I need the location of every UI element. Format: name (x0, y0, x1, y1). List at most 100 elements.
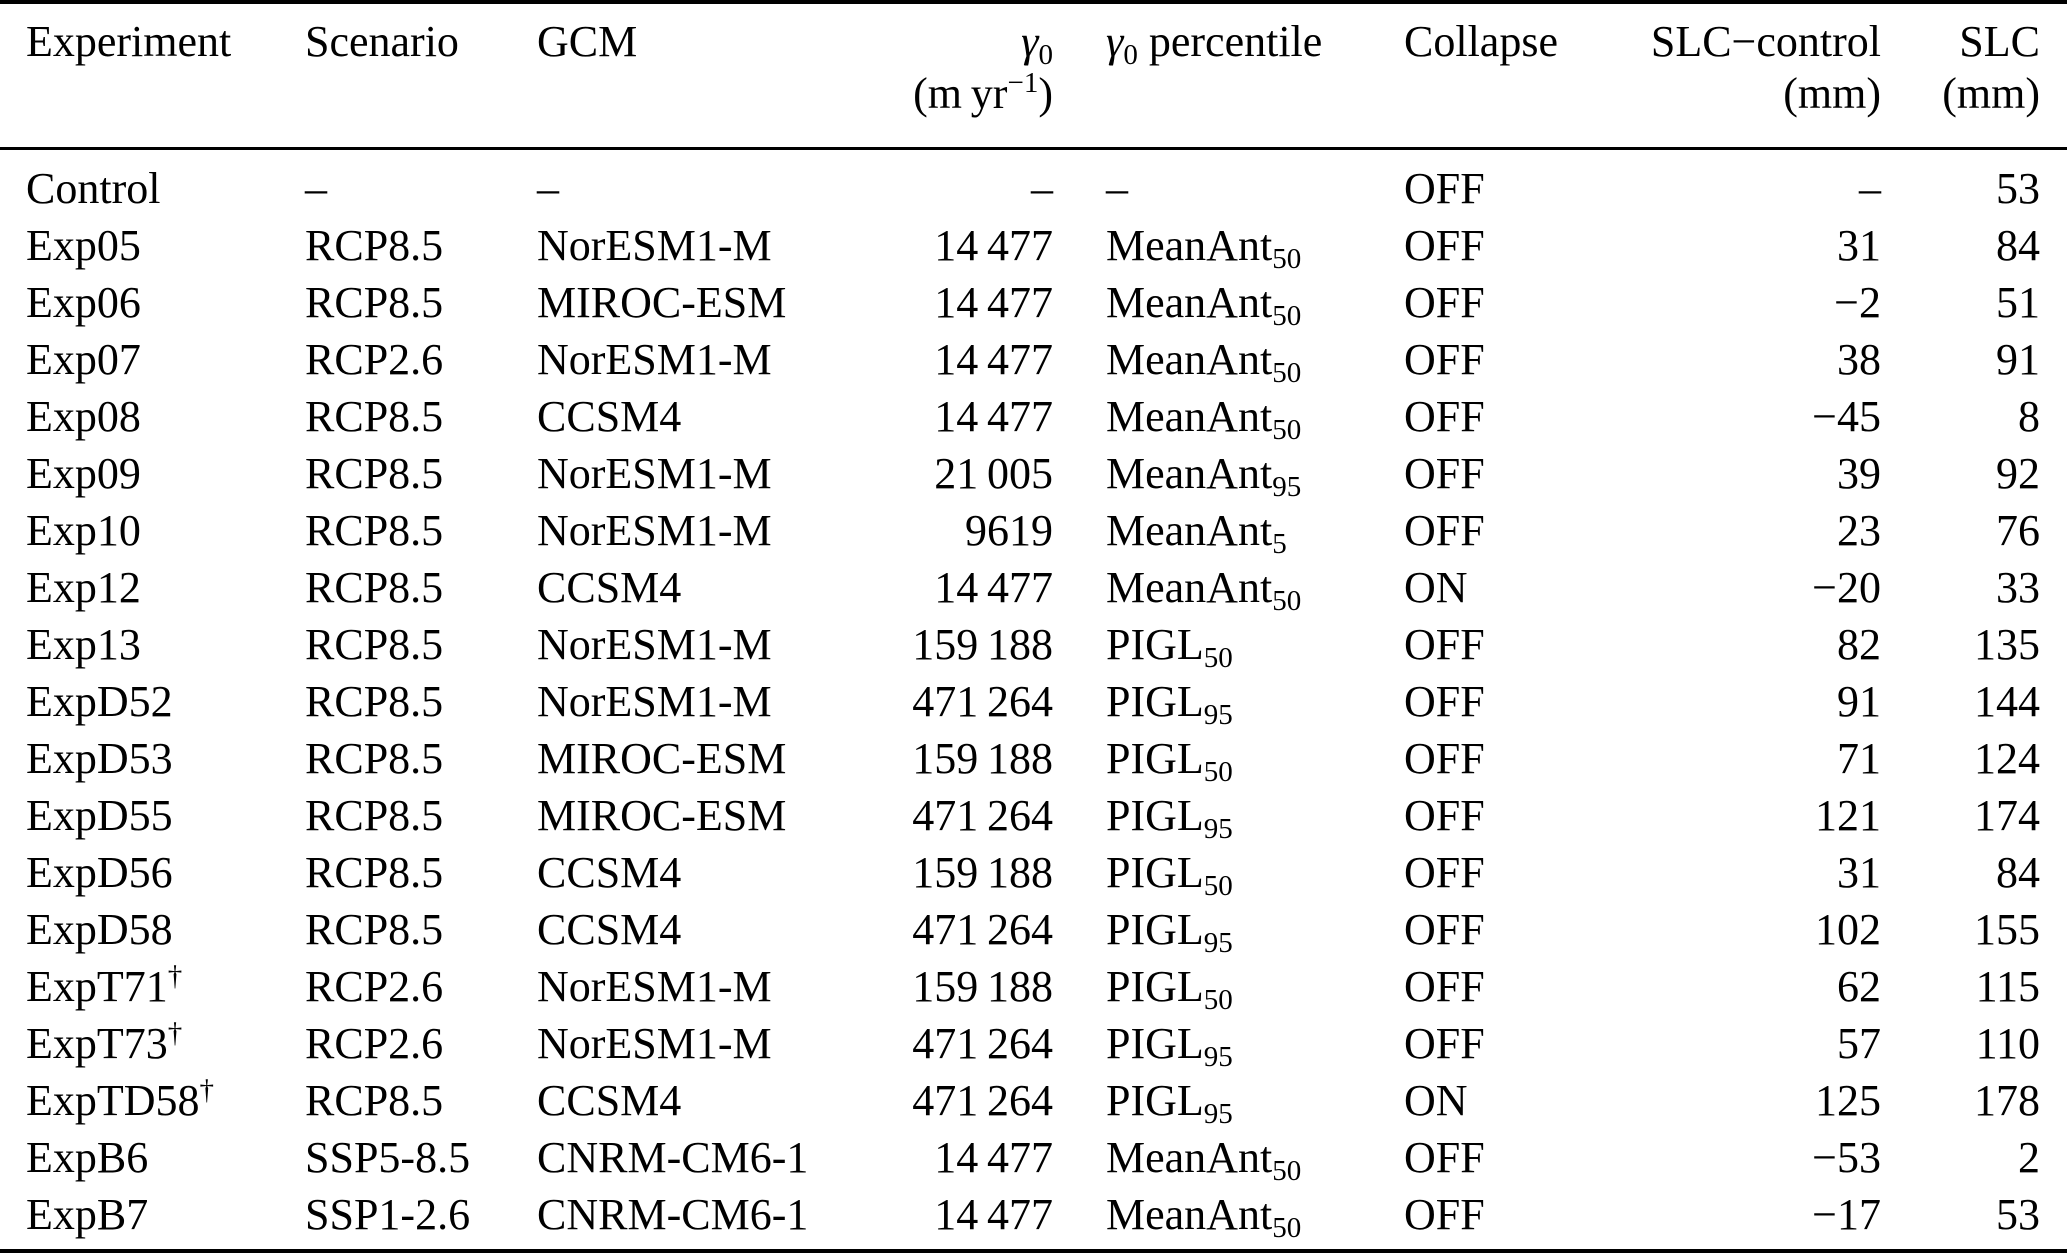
cell-gamma0: 14 477 (934, 335, 1053, 384)
percentile-base: PIGL (1106, 962, 1204, 1011)
cell-experiment: Exp06 (0, 274, 305, 331)
cell-scenario: RCP8.5 (305, 848, 444, 897)
cell-slc: 178 (1974, 1076, 2040, 1125)
cell-gcm: MIROC-ESM (537, 734, 787, 783)
cell-collapse: ON (1404, 563, 1468, 612)
percentile-subscript: 50 (1272, 1212, 1302, 1245)
cell-slc-control: −17 (1812, 1190, 1881, 1239)
slc-label: SLC (1959, 17, 2040, 66)
percentile-base: MeanAnt (1106, 335, 1273, 384)
slc-control-unit: (mm) (1783, 69, 1881, 118)
experiment-name: Exp05 (26, 221, 141, 270)
cell-slc-control: 39 (1837, 449, 1881, 498)
table-row: ExpT73† RCP2.6 NorESM1-M 471 264 PIGL95 … (0, 1015, 2067, 1072)
percentile-subscript: 50 (1272, 300, 1302, 333)
cell-experiment: ExpD56 (0, 844, 305, 901)
percentile-subscript: 95 (1203, 699, 1233, 732)
percentile-subscript: 50 (1203, 642, 1233, 675)
cell-gcm: CCSM4 (537, 905, 682, 954)
cell-scenario: RCP8.5 (305, 734, 444, 783)
cell-slc-control: 91 (1837, 677, 1881, 726)
experiment-name: ExpD52 (26, 677, 173, 726)
cell-experiment: ExpB7 (0, 1186, 305, 1251)
table-body: Control – – – – OFF – 53 Exp05 RCP8.5 No… (0, 149, 2067, 1252)
cell-gcm: CCSM4 (537, 848, 682, 897)
column-header-experiment: Experiment (0, 2, 305, 150)
cell-percentile: MeanAnt50 (1053, 1129, 1404, 1186)
cell-scenario: RCP8.5 (305, 449, 444, 498)
cell-collapse: OFF (1404, 791, 1485, 840)
cell-gcm: CNRM-CM6-1 (537, 1190, 809, 1239)
percentile-subscript: 50 (1203, 756, 1233, 789)
cell-experiment: ExpD55 (0, 787, 305, 844)
percentile-base: MeanAnt (1106, 1190, 1273, 1239)
cell-gcm: CCSM4 (537, 563, 682, 612)
table-row: ExpTD58† RCP8.5 CCSM4 471 264 PIGL95 ON … (0, 1072, 2067, 1129)
cell-collapse: OFF (1404, 1133, 1485, 1182)
gamma-symbol: γ (1106, 17, 1124, 66)
table-row: ExpD52 RCP8.5 NorESM1-M 471 264 PIGL95 O… (0, 673, 2067, 730)
experiment-name: ExpD53 (26, 734, 173, 783)
cell-slc-control: 31 (1837, 848, 1881, 897)
gamma-symbol: γ (1021, 17, 1039, 66)
percentile-subscript: 95 (1203, 1098, 1233, 1131)
cell-percentile: PIGL95 (1053, 1072, 1404, 1129)
column-header-collapse: Collapse (1404, 2, 1650, 150)
experiment-name: Exp07 (26, 335, 141, 384)
cell-gamma0: 14 477 (934, 392, 1053, 441)
cell-collapse: OFF (1404, 506, 1485, 555)
cell-gcm: NorESM1-M (537, 677, 772, 726)
cell-experiment: Exp07 (0, 331, 305, 388)
experiment-name: ExpTD58 (26, 1076, 200, 1125)
percentile-label: percentile (1137, 17, 1323, 66)
header-label-experiment: Experiment (26, 17, 232, 66)
cell-gamma0: 471 264 (912, 1076, 1053, 1125)
gamma0-unit-line: (m yr−1) (880, 68, 1053, 120)
cell-slc: 76 (1996, 506, 2040, 555)
cell-slc: 51 (1996, 278, 2040, 327)
cell-slc: 84 (1996, 848, 2040, 897)
cell-collapse: OFF (1404, 962, 1485, 1011)
cell-percentile: PIGL95 (1053, 901, 1404, 958)
cell-experiment: Exp09 (0, 445, 305, 502)
gamma-subscript: 0 (1038, 39, 1053, 72)
cell-slc: 91 (1996, 335, 2040, 384)
experiment-name: Exp09 (26, 449, 141, 498)
cell-collapse: OFF (1404, 221, 1485, 270)
cell-collapse: OFF (1404, 392, 1485, 441)
cell-gamma0: 471 264 (912, 1019, 1053, 1068)
cell-percentile: MeanAnt50 (1053, 217, 1404, 274)
cell-percentile: – (1053, 149, 1404, 218)
cell-gcm: – (537, 164, 559, 213)
cell-experiment: ExpD53 (0, 730, 305, 787)
percentile-base: PIGL (1106, 620, 1204, 669)
cell-collapse: OFF (1404, 620, 1485, 669)
table-row: Exp08 RCP8.5 CCSM4 14 477 MeanAnt50 OFF … (0, 388, 2067, 445)
cell-experiment: Exp12 (0, 559, 305, 616)
cell-percentile: MeanAnt50 (1053, 388, 1404, 445)
cell-percentile: MeanAnt50 (1053, 331, 1404, 388)
cell-slc-control: 38 (1837, 335, 1881, 384)
cell-scenario: RCP8.5 (305, 1076, 444, 1125)
cell-gcm: NorESM1-M (537, 962, 772, 1011)
experiment-name: Exp06 (26, 278, 141, 327)
cell-gcm: NorESM1-M (537, 1019, 772, 1068)
column-header-percentile: γ0 percentile (1053, 2, 1404, 150)
cell-slc: 84 (1996, 221, 2040, 270)
cell-experiment: ExpTD58† (0, 1072, 305, 1129)
cell-gamma0: 14 477 (934, 278, 1053, 327)
cell-slc-control: 121 (1815, 791, 1881, 840)
percentile-subscript: 50 (1272, 414, 1302, 447)
cell-scenario: RCP8.5 (305, 905, 444, 954)
slc-control-label: SLC−control (1650, 17, 1881, 66)
experiment-name: Exp13 (26, 620, 141, 669)
percentile-base: MeanAnt (1106, 278, 1273, 327)
cell-collapse: OFF (1404, 1019, 1485, 1068)
table-row: Exp06 RCP8.5 MIROC-ESM 14 477 MeanAnt50 … (0, 274, 2067, 331)
percentile-base: – (1106, 164, 1128, 213)
cell-slc: 92 (1996, 449, 2040, 498)
percentile-header-line: γ0 percentile (1106, 16, 1404, 70)
percentile-base: PIGL (1106, 1019, 1204, 1068)
cell-slc-control: 125 (1815, 1076, 1881, 1125)
experiment-name: Control (26, 164, 161, 213)
